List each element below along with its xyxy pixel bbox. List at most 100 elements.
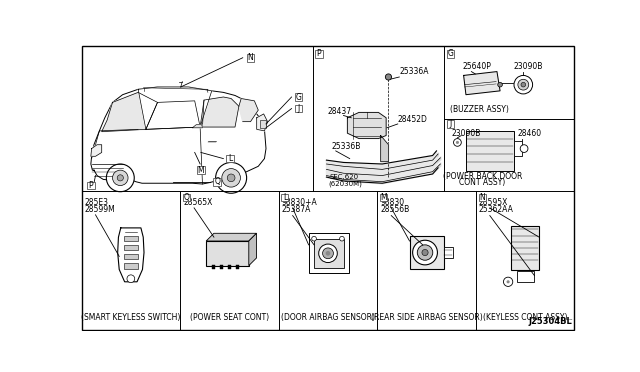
Text: (POWER SEAT CONT): (POWER SEAT CONT) [190,313,269,322]
Circle shape [127,275,134,283]
Circle shape [454,139,461,146]
Polygon shape [257,114,268,131]
Text: (KEYLESS CONT ASSY): (KEYLESS CONT ASSY) [483,313,568,322]
Polygon shape [138,87,212,129]
Bar [206,241,249,266]
Text: J25304BL: J25304BL [529,317,572,326]
Bar [447,50,454,58]
Text: N: N [248,53,253,62]
Bar [447,120,454,128]
Bar [213,178,221,186]
Circle shape [319,244,337,263]
Text: 28437: 28437 [328,107,352,116]
Bar [124,263,138,269]
Circle shape [422,250,428,256]
Text: 28599M: 28599M [84,205,115,215]
Circle shape [518,79,529,90]
Text: 28460: 28460 [518,128,542,138]
Bar [444,247,453,258]
Text: 25362AA: 25362AA [479,205,514,215]
Bar [183,194,190,201]
Polygon shape [249,233,257,266]
Circle shape [498,82,502,87]
Polygon shape [102,92,157,132]
Bar [466,131,514,171]
Text: P: P [316,49,321,58]
Text: 28565X: 28565X [183,198,212,207]
Bar [294,105,303,112]
Bar [124,254,138,260]
Circle shape [413,240,437,265]
Bar [380,194,387,201]
Bar [212,265,216,269]
Polygon shape [206,233,257,241]
Text: Q: Q [214,177,220,186]
Polygon shape [463,71,500,95]
Text: 98830: 98830 [380,198,404,207]
Circle shape [456,141,459,144]
Text: M: M [198,166,204,174]
Bar [410,235,444,269]
Bar [479,194,486,201]
Bar [228,265,231,269]
Polygon shape [326,151,436,183]
Text: (62030M): (62030M) [328,180,362,187]
Circle shape [326,251,330,256]
Text: N: N [479,193,485,202]
Polygon shape [91,87,266,184]
Text: 25336A: 25336A [399,67,429,76]
Bar [220,265,223,269]
Text: 28556B: 28556B [380,205,410,215]
Circle shape [520,145,528,153]
Bar [197,166,205,174]
Polygon shape [91,145,102,156]
Bar [124,245,138,250]
Text: (BUZZER ASSY): (BUZZER ASSY) [450,105,509,113]
Circle shape [113,170,128,186]
Text: J25304BL: J25304BL [566,319,572,320]
Bar [314,239,344,268]
Text: (SMART KEYLESS SWITCH): (SMART KEYLESS SWITCH) [81,313,180,322]
Text: 98830+A: 98830+A [282,198,317,207]
Polygon shape [118,228,144,282]
Circle shape [222,169,241,187]
Polygon shape [146,101,200,129]
Text: 28595X: 28595X [479,198,508,207]
Text: 25336B: 25336B [332,142,361,151]
Circle shape [117,175,124,181]
Text: G: G [296,93,301,102]
Circle shape [323,248,333,259]
Text: 23090B: 23090B [452,128,481,138]
Text: P: P [88,181,93,190]
Bar [511,225,539,270]
Bar [514,141,522,156]
Text: J: J [449,119,452,128]
Text: SEC.620: SEC.620 [330,174,358,180]
Bar [315,50,323,58]
Circle shape [521,82,525,87]
Text: G: G [447,49,453,58]
Text: M: M [380,193,387,202]
Text: 25387A: 25387A [282,205,311,215]
Circle shape [504,277,513,286]
Bar [87,182,95,189]
Circle shape [227,174,235,182]
Polygon shape [239,99,259,122]
Text: 23090B: 23090B [514,62,543,71]
Circle shape [216,163,246,193]
Text: (DOOR AIRBAG SENSOR): (DOOR AIRBAG SENSOR) [281,313,375,322]
Text: CONT ASSY): CONT ASSY) [459,178,506,187]
Bar [294,93,303,101]
Text: L: L [283,193,287,202]
Text: 25640P: 25640P [462,62,491,71]
Circle shape [385,74,392,80]
Text: (REAR SIDE AIRBAG SENSOR): (REAR SIDE AIRBAG SENSOR) [371,313,483,322]
Bar [282,194,289,201]
Polygon shape [348,112,386,139]
Text: J: J [298,104,300,113]
Circle shape [417,245,433,260]
Text: (POWER BACK DOOR: (POWER BACK DOOR [442,171,522,181]
Bar [308,233,349,273]
Bar [124,235,138,241]
Polygon shape [202,97,239,127]
